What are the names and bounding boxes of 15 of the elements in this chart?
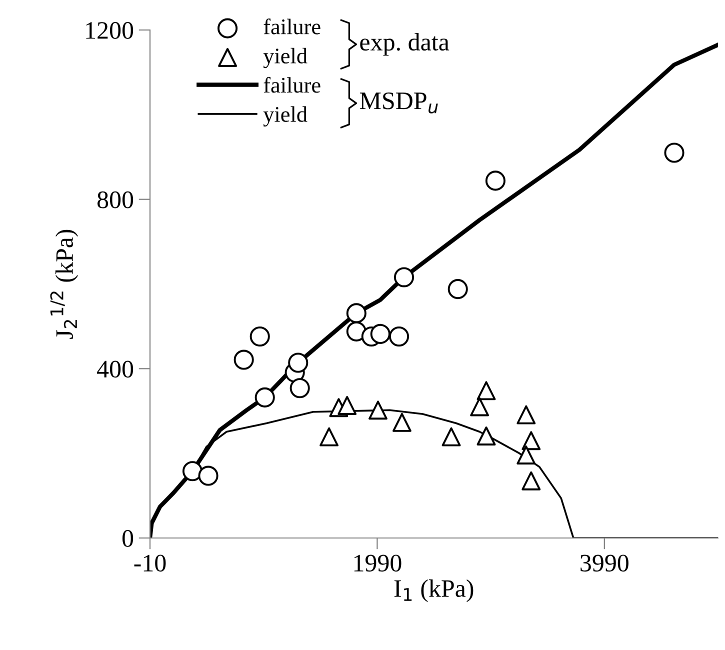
- annotation: MSDP$_{u}$: [360, 92, 438, 114]
- annotation: exp. data: [360, 33, 450, 56]
- y-tick-label: 400: [97, 360, 134, 378]
- x-tick-label: -10: [134, 554, 166, 572]
- y-tick-label: 0: [122, 530, 134, 547]
- x-axis-title: I$_{1}$ (kPa): [394, 579, 474, 602]
- x-tick-label: 3990: [580, 554, 628, 572]
- legend-label: yield: [263, 48, 308, 68]
- legend-label: yield: [263, 106, 308, 127]
- x-tick-label: 1990: [354, 554, 402, 572]
- legend-label: failure: [264, 18, 320, 34]
- y-tick-label: 800: [97, 191, 134, 208]
- legend-label: failure: [264, 76, 320, 93]
- y-axis-title: J$_{2}$$^{1/2}$ (kPa): [50, 230, 78, 339]
- y-tick-label: 1200: [86, 22, 134, 39]
